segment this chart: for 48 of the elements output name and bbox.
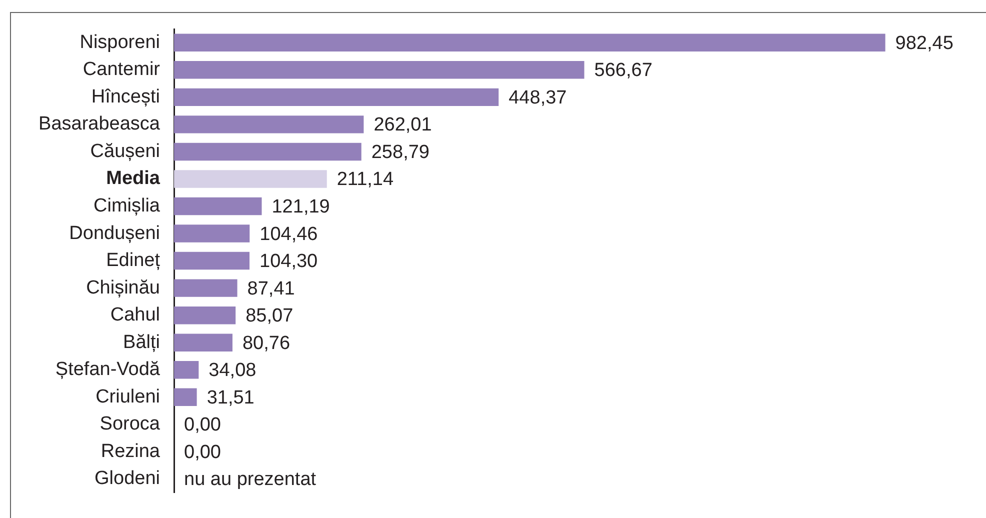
bar [174, 334, 232, 352]
data-label: 258,79 [371, 142, 430, 163]
y-tick-label: Cantemir [82, 59, 161, 80]
y-tick-label: Ștefan-Vodă [55, 359, 160, 380]
y-tick-label: Nisporeni [80, 32, 160, 53]
bar [174, 197, 262, 216]
y-tick-label: Căușeni [90, 140, 160, 162]
data-label: 211,14 [336, 169, 394, 190]
data-label: 85,07 [246, 306, 294, 327]
y-tick-label: Edineț [106, 250, 161, 272]
data-label: 34,08 [208, 360, 256, 382]
data-label: 262,01 [374, 114, 432, 136]
y-tick-label: Rezina [100, 440, 160, 462]
bar [174, 116, 364, 134]
data-label: 121,19 [272, 196, 330, 218]
y-tick-label: Criuleni [96, 386, 160, 408]
data-label: 104,30 [260, 251, 318, 272]
bar [174, 170, 327, 188]
y-tick-label: Basarabeasca [38, 114, 160, 135]
data-label: 31,51 [206, 387, 254, 408]
bar [174, 88, 499, 106]
y-tick-label: Dondușeni [69, 222, 160, 244]
bar [174, 224, 250, 242]
bar [174, 306, 236, 324]
data-label: 0,00 [184, 442, 221, 463]
y-tick-label: Cahul [110, 304, 160, 326]
bar [174, 388, 197, 406]
y-tick-label: Media [106, 168, 160, 190]
data-label: 0,00 [184, 414, 221, 436]
data-label: 87,41 [247, 278, 295, 300]
y-tick-label: Hîncești [91, 86, 160, 108]
bar [174, 34, 886, 52]
data-label: 104,46 [260, 224, 318, 245]
text: nu au prezentat [184, 469, 316, 490]
y-tick-label: Soroca [100, 414, 160, 435]
bar [174, 252, 250, 270]
bar [174, 61, 584, 79]
data-label: 80,76 [242, 332, 290, 354]
y-tick-label: Chișinău [86, 277, 160, 298]
y-tick-label: Cimișlia [94, 195, 160, 216]
y-tick-label: Glodeni [94, 468, 160, 490]
data-label: 448,37 [508, 87, 567, 108]
bar [174, 279, 238, 297]
data-label: 982,45 [895, 32, 954, 54]
bar [174, 142, 362, 161]
y-tick-label: Bălți [123, 332, 160, 353]
data-label: 566,67 [594, 60, 652, 82]
bar [174, 361, 199, 379]
